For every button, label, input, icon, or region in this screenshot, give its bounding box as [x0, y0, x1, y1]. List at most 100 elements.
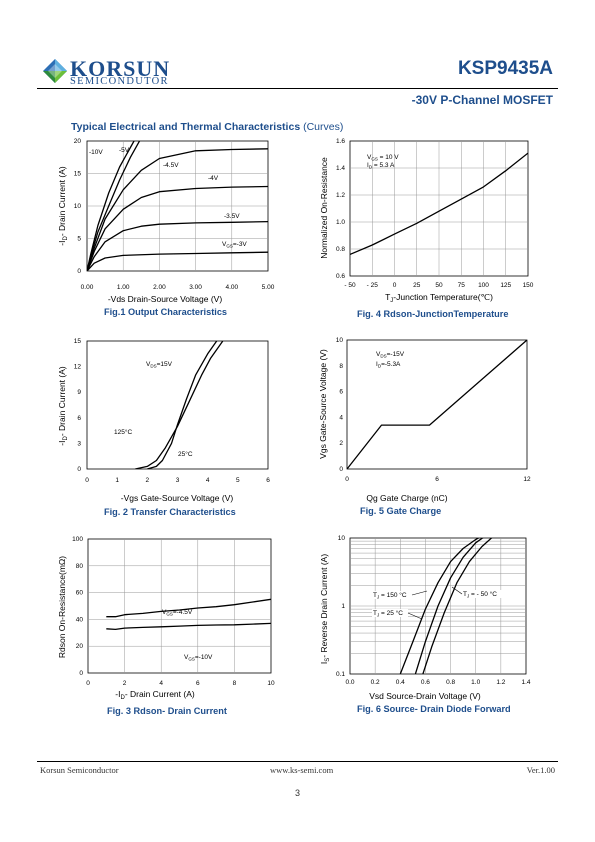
fig5-xtick: 6	[435, 476, 439, 483]
fig2-ytick: 3	[77, 440, 81, 447]
fig1-curves	[87, 141, 268, 271]
fig4-ann-id-main: I	[367, 162, 369, 169]
fig1-ytick: 20	[74, 138, 82, 145]
fig4-ytick: 1.4	[336, 165, 345, 172]
fig6-ann-m50: TJ = - 50 °C	[463, 590, 497, 599]
fig2-xtick: 2	[145, 477, 149, 484]
fig4-xtick: 125	[500, 282, 511, 289]
fig3-ylabel-omega: Ω	[57, 559, 67, 565]
fig6-gridlines	[350, 538, 526, 674]
fig3-ann-10v-rest: =-10V	[195, 654, 213, 661]
fig3-y-ticks: 0 20 40 60 80 100	[72, 536, 83, 677]
fig6-ann-150-leader	[411, 590, 428, 596]
fig2-ytick: 12	[74, 364, 82, 371]
fig1-ylabel-main: -I	[57, 241, 67, 246]
section-title-plain: (Curves)	[303, 121, 344, 133]
fig5-curves	[347, 340, 527, 469]
fig1-xtick: 1.00	[117, 284, 130, 291]
fig6-ann-25-bg	[372, 609, 408, 617]
fig5-ann-vds-rest: =-15V	[387, 351, 405, 358]
fig1-label-45v: -4.5V	[163, 162, 179, 169]
fig2-x-ticks: 0 1 2 3 4 5 6	[85, 477, 270, 484]
fig3-rdson-id-chart: 0 2 4 6 8 10 0 20 40 60 80 100 VGS=-4.5V…	[57, 536, 275, 701]
fig6-xtick: 1.2	[496, 679, 505, 686]
fig5-ytick: 2	[339, 440, 343, 447]
fig1-ylabel-sub: D	[63, 236, 69, 241]
fig2-ytick: 15	[74, 338, 82, 345]
fig3-ylabel-main: Rdson On-Resistance(m	[57, 565, 67, 658]
fig3-xtick: 4	[159, 680, 163, 687]
fig6-xtick: 0.6	[421, 679, 430, 686]
device-subtitle: -30V P-Channel MOSFET	[411, 93, 553, 107]
fig2-plot-frame	[86, 340, 269, 470]
fig3-xtick: 0	[86, 680, 90, 687]
fig6-xtick: 0.8	[446, 679, 455, 686]
fig4-xtick: 25	[413, 282, 421, 289]
fig2-xtick: 5	[236, 477, 240, 484]
fig4-ann-id-sub: D	[369, 165, 373, 170]
fig6-ann-m50-sub: J	[467, 594, 469, 599]
fig6-series-2	[422, 538, 493, 674]
fig6-xlabel: Vsd Source-Drain Voltage (V)	[369, 691, 481, 701]
fig4-ann-vgs-rest: = 10 V	[378, 154, 399, 161]
fig1-xlabel: -Vds Drain-Source Voltage (V)	[108, 294, 222, 304]
fig1-label-3v-v: V	[222, 241, 227, 248]
fig4-series-0	[350, 152, 528, 255]
fig6-ann-m50-leader	[451, 586, 463, 595]
fig5-ytick: 8	[339, 363, 343, 370]
fig1-ytick: 10	[74, 203, 82, 210]
fig2-xtick: 3	[176, 477, 180, 484]
fig1-label-3v-sub: GS	[226, 244, 233, 249]
fig2-ann-vds: VDS=15V	[146, 361, 173, 369]
fig1-label-4v: -4V	[208, 175, 219, 182]
fig3-gridlines	[88, 539, 271, 673]
fig5-x-ticks: 0 6 12	[345, 476, 531, 483]
fig1-x-ticks: 0.00 1.00 2.00 3.00 4.00 5.00	[81, 284, 275, 291]
fig4-ann-vgs-sub: GS	[371, 157, 378, 162]
fig1-label-3v: VGS=-3V	[222, 241, 247, 249]
fig5-caption: Fig. 5 Gate Charge	[360, 506, 442, 516]
fig1-curve-labels: -10V -5V -4.5V -4V -3.5V VGS=-3V	[89, 147, 247, 249]
fig3-xtick: 10	[267, 680, 275, 687]
fig5-ann-vds-sub: DS	[380, 354, 386, 359]
fig5-y-ticks: 0 2 4 6 8 10	[336, 337, 344, 473]
fig1-caption: Fig.1 Output Characteristics	[104, 307, 228, 317]
fig2-y-ticks: 0 3 6 9 12 15	[74, 338, 82, 473]
brand-name: KORSUN	[70, 56, 171, 81]
fig3-plot-frame	[87, 538, 272, 674]
part-number: KSP9435A	[457, 58, 553, 79]
fig2-ylabel-main: -I	[57, 441, 67, 446]
fig4-ytick: 0.8	[336, 246, 345, 253]
page-number: 3	[294, 788, 300, 798]
korsun-logo-icon	[43, 59, 67, 83]
fig6-ytick: 1	[341, 603, 345, 610]
fig2-series-1	[147, 341, 218, 469]
fig3-xlabel-rest: - Drain Current (A)	[125, 689, 195, 699]
fig6-ylabel-sub: S	[325, 658, 331, 662]
fig6-ann-150: TJ = 150 °C	[373, 591, 407, 600]
fig6-xtick: 1.4	[521, 679, 530, 686]
fig2-caption: Fig. 2 Transfer Characteristics	[104, 507, 236, 517]
fig1-series-4	[87, 220, 268, 271]
fig6-caption: Fig. 6 Source- Drain Diode Forward	[357, 704, 511, 714]
footer-version: Ver.1.00	[526, 765, 555, 775]
fig1-series-1	[87, 141, 141, 271]
fig6-ylabel-main: I	[319, 662, 329, 664]
fig4-ylabel: Normalized On-Resistance	[319, 157, 329, 259]
fig1-xtick: 2.00	[153, 284, 166, 291]
fig6-ann-m50-bg	[462, 590, 504, 598]
fig3-ann-10v-sub: GS	[188, 657, 195, 662]
fig4-ann-id: ID = 5.3 A	[367, 162, 395, 170]
fig3-xtick: 6	[196, 680, 200, 687]
fig2-ann-125c: 125°C	[114, 428, 132, 436]
fig5-plot-frame	[346, 339, 528, 470]
fig1-label-5v: -5V	[119, 147, 130, 154]
fig3-ytick: 20	[76, 643, 84, 650]
fig5-ytick: 4	[339, 414, 343, 421]
fig5-ann-vds: VDS=-15V	[376, 351, 405, 359]
fig6-ann-150-sub: J	[377, 595, 379, 600]
fig3-x-ticks: 0 2 4 6 8 10	[86, 680, 275, 687]
fig5-ann-id-sub: D	[378, 364, 382, 369]
fig2-transfer-chart: 0 1 2 3 4 5 6 0 3 6 9 12 15 VDS=15V 125°…	[57, 338, 270, 503]
fig5-ylabel: Vgs Gate-Source Voltage (V)	[318, 349, 328, 459]
